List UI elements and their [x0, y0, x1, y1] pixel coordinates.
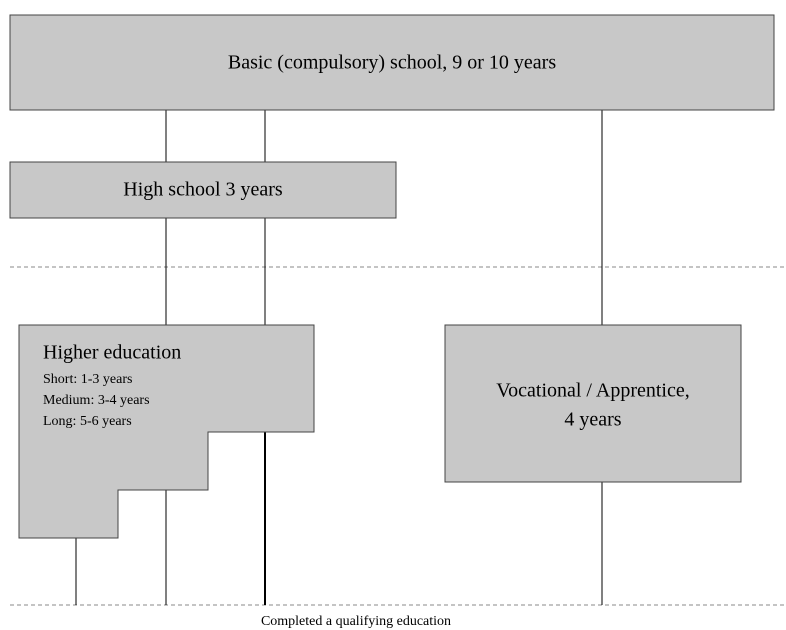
node-detail: Short: 1-3 years: [43, 372, 132, 387]
high-school-box: [9, 161, 397, 219]
node-detail: Medium: 3-4 years: [43, 393, 150, 408]
node-label: High school 3 years: [123, 179, 283, 201]
node-label: 4 years: [564, 409, 621, 431]
higher-education-box: [18, 324, 315, 539]
basic-school-box: [9, 14, 775, 111]
vocational-box: [444, 324, 742, 483]
footer-label: Completed a qualifying education: [261, 614, 451, 629]
node-detail: Long: 5-6 years: [43, 414, 132, 429]
node-label: Vocational / Apprentice,: [496, 380, 689, 402]
node-label: Basic (compulsory) school, 9 or 10 years: [228, 52, 556, 74]
node-title: Higher education: [43, 342, 181, 364]
